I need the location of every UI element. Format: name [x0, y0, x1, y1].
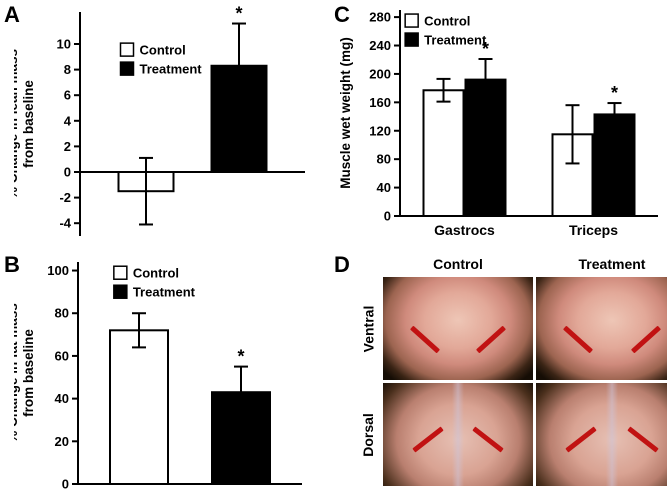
- svg-text:60: 60: [55, 348, 69, 363]
- svg-text:*: *: [482, 39, 489, 59]
- red-arrow-icon: [565, 425, 598, 453]
- svg-text:Treatment: Treatment: [140, 62, 203, 77]
- svg-text:8: 8: [64, 62, 71, 77]
- row-header-dorsal-label: Dorsal: [360, 412, 377, 457]
- svg-text:200: 200: [369, 66, 391, 81]
- svg-text:240: 240: [369, 38, 391, 53]
- panel-a: A -4 -2 0 2 4 6 8 10 % Change in lean massfrom b…: [0, 0, 324, 246]
- svg-text:80: 80: [55, 306, 69, 321]
- svg-text:40: 40: [377, 180, 391, 195]
- svg-text:40: 40: [55, 391, 69, 406]
- svg-text:% Change in fat massfrom basel: % Change in fat massfrom baseline: [14, 303, 36, 443]
- svg-text:Control: Control: [140, 43, 186, 58]
- svg-text:20: 20: [55, 434, 69, 449]
- panel-a-label: A: [4, 2, 20, 27]
- fat-mass-change-chart: 0 20 40 60 80 100 % Change in fat massfrom bas…: [5, 252, 316, 496]
- chart-c-svg: 0 40 80 120 160 200 240 280 Muscle wet weight (m…: [338, 10, 658, 238]
- svg-text:100: 100: [47, 263, 69, 278]
- chart-a-svg: -4 -2 0 2 4 6 8 10 % Change in lean massfrom bas…: [5, 4, 305, 236]
- svg-text:Muscle wet weight (mg): Muscle wet weight (mg): [338, 37, 353, 189]
- column-header-control: Control: [433, 256, 483, 272]
- svg-text:% Change in lean massfrom base: % Change in lean massfrom baseline: [14, 49, 36, 199]
- column-header-treatment: Treatment: [578, 256, 646, 272]
- svg-text:Treatment: Treatment: [133, 285, 196, 300]
- photo-control-ventral: [383, 277, 533, 380]
- svg-text:160: 160: [369, 95, 391, 110]
- red-arrow-icon: [409, 325, 441, 354]
- row-header-dorsal: Dorsal: [356, 383, 380, 486]
- chart-b-svg: 0 20 40 60 80 100 % Change in fat massfrom bas…: [5, 262, 302, 492]
- svg-text:*: *: [235, 4, 242, 24]
- svg-text:10: 10: [57, 37, 71, 52]
- red-arrow-icon: [563, 325, 594, 354]
- svg-text:0: 0: [384, 209, 391, 224]
- panel-d-label: D: [334, 252, 350, 277]
- red-arrow-icon: [626, 425, 659, 453]
- panel-c: C 0 40 80 120 160 200 240 280 Muscle wet weight …: [330, 0, 667, 246]
- svg-text:Control: Control: [133, 266, 179, 281]
- svg-text:-2: -2: [59, 190, 71, 205]
- svg-text:Triceps: Triceps: [569, 222, 618, 238]
- svg-text:-4: -4: [59, 216, 71, 231]
- svg-text:0: 0: [64, 165, 71, 180]
- row-header-ventral-label: Ventral: [360, 305, 377, 352]
- red-arrow-icon: [630, 325, 661, 354]
- red-arrow-icon: [472, 425, 504, 453]
- svg-text:120: 120: [369, 123, 391, 138]
- lean-mass-change-chart: -4 -2 0 2 4 6 8 10 % Change in lean massfrom bas…: [5, 4, 316, 249]
- dissection-photo-grid: Control Treatment Ventral Dorsal: [356, 254, 667, 486]
- row-header-ventral: Ventral: [356, 277, 380, 380]
- panel-b-label: B: [4, 252, 20, 277]
- svg-text:Treatment: Treatment: [424, 33, 487, 48]
- svg-text:*: *: [611, 83, 618, 103]
- svg-text:280: 280: [369, 10, 391, 25]
- svg-text:4: 4: [64, 113, 72, 128]
- svg-text:80: 80: [377, 152, 391, 167]
- photo-treatment-ventral: [536, 277, 667, 380]
- svg-text:0: 0: [62, 477, 69, 492]
- svg-text:Control: Control: [424, 14, 470, 29]
- panel-d: D Control Treatment Ventral Dorsal: [330, 250, 667, 496]
- panel-c-label: C: [334, 2, 350, 27]
- panel-b: B 0 20 40 60 80 100 % Change in fat massfrom b…: [0, 250, 324, 496]
- muscle-wet-weight-chart: 0 40 80 120 160 200 240 280 Muscle wet weight (m…: [334, 2, 666, 247]
- photo-control-dorsal: [383, 383, 533, 486]
- svg-text:*: *: [237, 347, 244, 367]
- svg-text:2: 2: [64, 139, 71, 154]
- photo-treatment-dorsal: [536, 383, 667, 486]
- d-grid-corner: [356, 254, 380, 274]
- red-arrow-icon: [412, 425, 444, 453]
- red-arrow-icon: [475, 325, 507, 354]
- svg-text:Gastrocs: Gastrocs: [434, 222, 495, 238]
- svg-text:6: 6: [64, 88, 71, 103]
